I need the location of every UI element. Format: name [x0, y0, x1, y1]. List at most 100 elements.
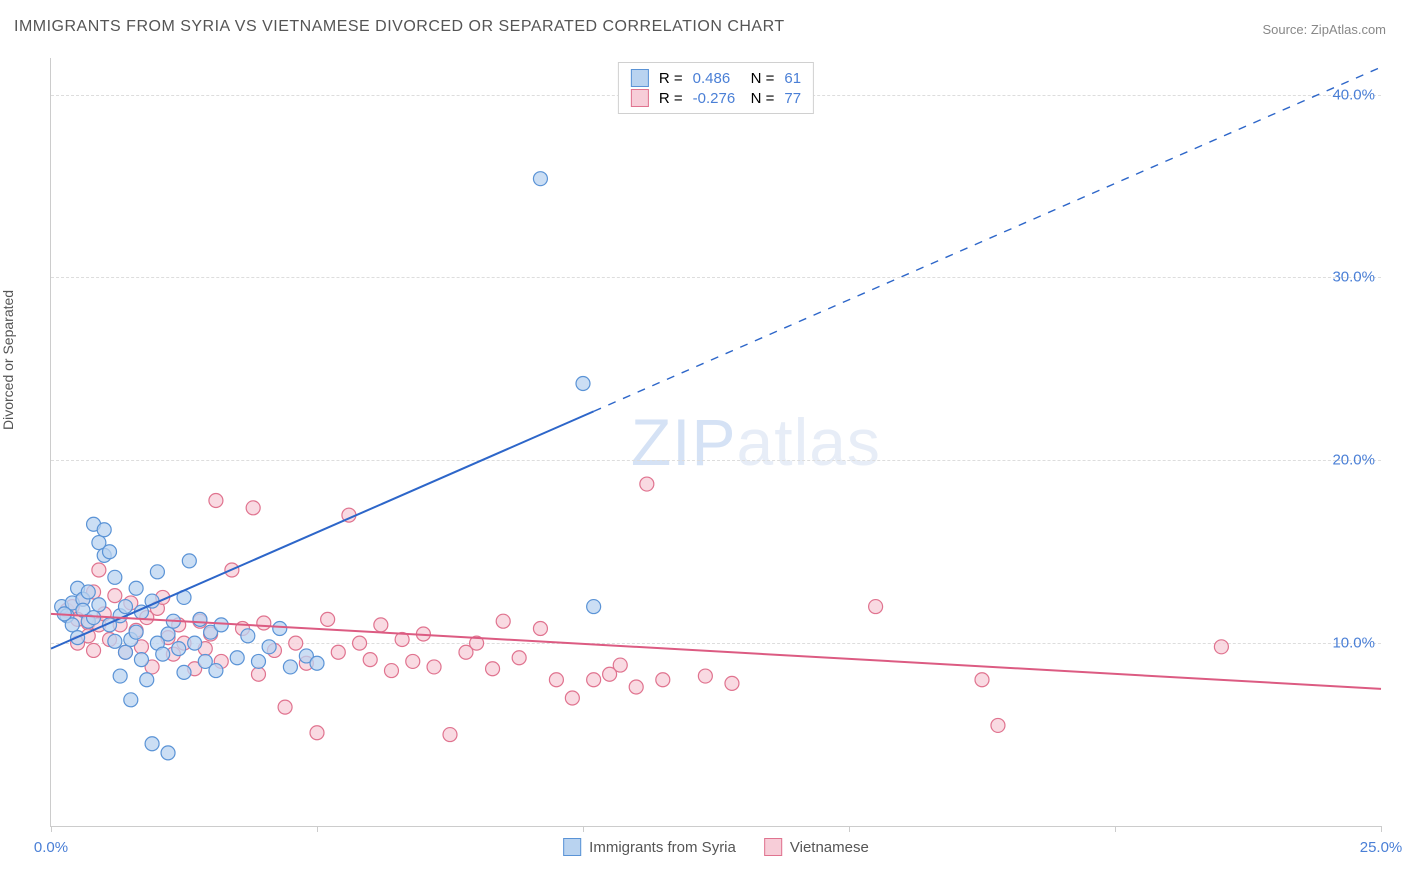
data-point	[230, 651, 244, 665]
n-value-1: 61	[784, 70, 801, 87]
data-point	[257, 616, 271, 630]
data-point	[134, 653, 148, 667]
data-point	[310, 726, 324, 740]
r-value-1: 0.486	[693, 70, 741, 87]
data-point	[262, 640, 276, 654]
data-point	[81, 585, 95, 599]
data-point	[118, 645, 132, 659]
data-point	[443, 728, 457, 742]
legend-label-1: Immigrants from Syria	[589, 839, 736, 856]
data-point	[108, 589, 122, 603]
data-point	[549, 673, 563, 687]
data-point	[331, 645, 345, 659]
data-point	[656, 673, 670, 687]
data-point	[427, 660, 441, 674]
data-point	[209, 494, 223, 508]
trend-line-solid	[51, 614, 1381, 689]
x-tick-label: 25.0%	[1360, 839, 1403, 856]
data-point	[565, 691, 579, 705]
data-point	[869, 600, 883, 614]
data-point	[533, 172, 547, 186]
data-point	[97, 523, 111, 537]
data-point	[587, 673, 601, 687]
data-point	[310, 656, 324, 670]
trend-line-dashed	[594, 67, 1381, 411]
data-point	[108, 570, 122, 584]
data-point	[613, 658, 627, 672]
data-point	[640, 477, 654, 491]
data-point	[278, 700, 292, 714]
legend-series: Immigrants from Syria Vietnamese	[563, 838, 869, 856]
legend-item-2: Vietnamese	[764, 838, 869, 856]
data-point	[374, 618, 388, 632]
data-point	[182, 554, 196, 568]
legend-stats-row-2: R = -0.276 N = 77	[631, 88, 801, 108]
source-label: Source: ZipAtlas.com	[1262, 22, 1386, 37]
data-point	[486, 662, 500, 676]
data-point	[87, 643, 101, 657]
data-point	[533, 622, 547, 636]
data-point	[496, 614, 510, 628]
data-point	[113, 669, 127, 683]
data-point	[118, 600, 132, 614]
data-point	[140, 673, 154, 687]
data-point	[129, 625, 143, 639]
legend-item-1: Immigrants from Syria	[563, 838, 736, 856]
swatch-series-2	[631, 89, 649, 107]
data-point	[251, 667, 265, 681]
legend-stats-row-1: R = 0.486 N = 61	[631, 68, 801, 88]
legend-stats: R = 0.486 N = 61 R = -0.276 N = 77	[618, 62, 814, 114]
data-point	[321, 612, 335, 626]
data-point	[156, 647, 170, 661]
data-point	[145, 737, 159, 751]
n-value-2: 77	[784, 90, 801, 107]
data-point	[576, 376, 590, 390]
data-point	[188, 636, 202, 650]
data-point	[129, 581, 143, 595]
data-point	[629, 680, 643, 694]
data-point	[92, 598, 106, 612]
data-point	[698, 669, 712, 683]
data-point	[172, 642, 186, 656]
data-point	[289, 636, 303, 650]
r-label: R =	[659, 90, 683, 107]
legend-label-2: Vietnamese	[790, 839, 869, 856]
data-point	[587, 600, 601, 614]
r-label: R =	[659, 70, 683, 87]
y-axis-label: Divorced or Separated	[0, 290, 16, 430]
legend-swatch-1	[563, 838, 581, 856]
legend-swatch-2	[764, 838, 782, 856]
chart-title: IMMIGRANTS FROM SYRIA VS VIETNAMESE DIVO…	[14, 18, 785, 36]
data-point	[283, 660, 297, 674]
plot-area: ZIPatlas 10.0%20.0%30.0%40.0%0.0%25.0% R…	[50, 58, 1381, 827]
data-point	[161, 627, 175, 641]
data-point	[108, 634, 122, 648]
data-point	[246, 501, 260, 515]
data-point	[241, 629, 255, 643]
data-point	[406, 654, 420, 668]
data-point	[353, 636, 367, 650]
data-point	[92, 563, 106, 577]
data-point	[512, 651, 526, 665]
data-point	[1214, 640, 1228, 654]
data-point	[725, 676, 739, 690]
data-point	[103, 545, 117, 559]
data-point	[214, 618, 228, 632]
n-label: N =	[751, 70, 775, 87]
data-point	[273, 622, 287, 636]
data-point	[384, 664, 398, 678]
data-point	[251, 654, 265, 668]
n-label: N =	[751, 90, 775, 107]
data-point	[150, 565, 164, 579]
data-point	[991, 718, 1005, 732]
swatch-series-1	[631, 69, 649, 87]
r-value-2: -0.276	[693, 90, 741, 107]
data-point	[193, 612, 207, 626]
data-point	[161, 746, 175, 760]
trend-line-solid	[51, 411, 594, 648]
data-point	[363, 653, 377, 667]
data-point	[124, 693, 138, 707]
data-point	[209, 664, 223, 678]
x-tick-label: 0.0%	[34, 839, 68, 856]
data-point	[177, 665, 191, 679]
